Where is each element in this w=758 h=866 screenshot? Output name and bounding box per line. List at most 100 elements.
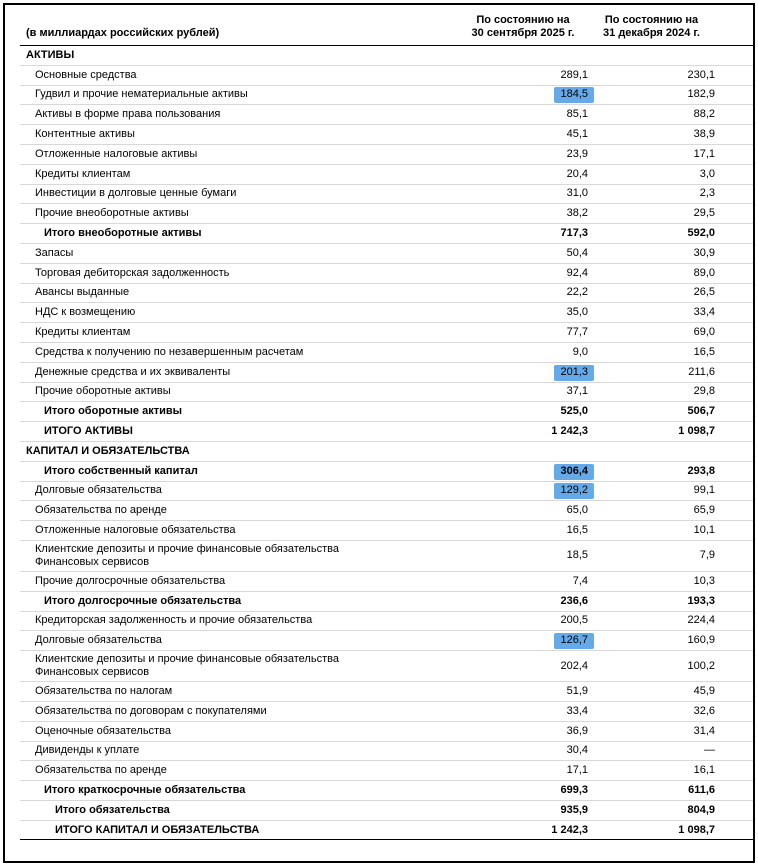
table-row: Прочие оборотные активы 37,1 29,8 — [20, 383, 753, 403]
row-label: Прочие оборотные активы — [35, 385, 171, 398]
value-2024: 26,5 — [693, 286, 715, 299]
column-header-2025-line1: По состоянию на — [476, 14, 570, 26]
value-2024: 804,9 — [687, 803, 715, 816]
value-2025: 525,0 — [560, 405, 588, 418]
highlighted-value: 184,5 — [554, 87, 594, 104]
value-2025: 35,0 — [566, 306, 588, 319]
row-label: Клиентские депозиты и прочие финансовые … — [35, 542, 339, 568]
value-2024: 33,4 — [693, 306, 715, 319]
table-row: Обязательства по налогам 51,9 45,9 — [20, 682, 753, 702]
value-2025: 18,5 — [566, 549, 588, 562]
value-2024: 193,3 — [687, 594, 715, 607]
table-row: АКТИВЫ — [20, 46, 753, 66]
value-2024: 32,6 — [693, 704, 715, 717]
table-row: Итого внеоборотные активы 717,3 592,0 — [20, 224, 753, 244]
value-2024: 16,5 — [693, 345, 715, 358]
value-2025: 306,4 — [458, 463, 594, 480]
table-row: Кредиты клиентам 20,4 3,0 — [20, 165, 753, 185]
row-label: Кредиторская задолженность и прочие обяз… — [35, 614, 313, 627]
value-2024: 10,3 — [693, 574, 715, 587]
value-2024: 30,9 — [693, 246, 715, 259]
value-2024: 45,9 — [693, 685, 715, 697]
value-2025: 16,5 — [566, 524, 588, 537]
row-label: Клиентские депозиты и прочие финансовые … — [35, 653, 339, 679]
column-header-2025: По состоянию на 30 сентября 2025 г. — [458, 14, 588, 40]
table-row: ИТОГО КАПИТАЛ И ОБЯЗАТЕЛЬСТВА 1 242,3 1 09… — [20, 821, 753, 841]
column-header-2025-line2: 30 сентября 2025 г. — [471, 27, 575, 39]
row-label: Отложенные налоговые активы — [35, 147, 198, 160]
row-label: Инвестиции в долговые ценные бумаги — [35, 187, 237, 200]
row-label: Основные средства — [35, 68, 137, 81]
row-label: Прочие внеоборотные активы — [35, 207, 189, 220]
value-2025: 17,1 — [566, 764, 588, 777]
value-2024: 65,9 — [693, 504, 715, 517]
table-row: Долговые обязательства 129,2 99,1 — [20, 482, 753, 502]
highlighted-value: 129,2 — [554, 483, 594, 500]
value-2025: 129,2 — [458, 483, 594, 500]
row-label: Активы в форме права пользования — [35, 108, 221, 121]
column-header-2024-line2: 31 декабря 2024 г. — [603, 27, 700, 39]
row-label: Обязательства по аренде — [35, 764, 167, 777]
value-2024: 611,6 — [688, 783, 715, 796]
table-row: Кредиторская задолженность и прочие обяз… — [20, 612, 753, 632]
table-row: Обязательства по аренде 17,1 16,1 — [20, 761, 753, 782]
value-2024: 16,1 — [693, 764, 715, 777]
table-row: Авансы выданные 22,2 26,5 — [20, 284, 753, 304]
table-row: Прочие долгосрочные обязательства 7,4 10,3 — [20, 572, 753, 592]
value-2024: 7,9 — [699, 549, 715, 562]
table-row: Оценочные обязательства 36,9 31,4 — [20, 722, 753, 742]
table-row: Итого краткосрочные обязательства 699,3 61… — [20, 781, 753, 801]
value-2025: 65,0 — [566, 504, 588, 517]
row-label: Долговые обязательства — [35, 634, 162, 647]
value-2025: 717,3 — [560, 227, 588, 240]
row-label: Дивиденды к уплате — [35, 744, 140, 757]
row-label: Отложенные налоговые обязательства — [35, 524, 236, 537]
highlighted-value: 126,7 — [554, 633, 594, 650]
table-row: ИТОГО АКТИВЫ 1 242,3 1 098,7 — [20, 422, 753, 442]
row-label: Прочие долгосрочные обязательства — [35, 574, 226, 587]
value-2025: 38,2 — [566, 207, 588, 220]
row-label: Обязательства по договорам с покупателям… — [35, 704, 267, 717]
value-2025: 184,5 — [458, 87, 594, 104]
row-label: Итого оборотные активы — [44, 405, 183, 418]
table-row: Запасы 50,4 30,9 — [20, 244, 753, 264]
value-2024: 88,2 — [693, 108, 715, 121]
row-label: Обязательства по аренде — [35, 504, 167, 517]
table-row: НДС к возмещению 35,0 33,4 — [20, 303, 753, 324]
value-2024: 592,0 — [687, 227, 715, 240]
value-2025: 30,4 — [566, 744, 588, 757]
table-row: КАПИТАЛ И ОБЯЗАТЕЛЬСТВА — [20, 442, 753, 462]
value-2025: 22,2 — [566, 286, 588, 299]
value-2024: 29,5 — [693, 207, 715, 220]
value-2025: 7,4 — [572, 574, 588, 587]
value-2025: 92,4 — [566, 266, 588, 279]
row-label: Торговая дебиторская задолженность — [35, 266, 230, 279]
value-2024: — — [704, 744, 715, 757]
table-row: Отложенные налоговые активы 23,9 17,1 — [20, 145, 753, 165]
value-2025: 9,0 — [572, 345, 588, 358]
column-header-2024-line1: По состоянию на — [604, 14, 699, 26]
value-2025: 31,0 — [566, 187, 588, 200]
value-2024: 224,4 — [687, 614, 715, 627]
value-2025: 289,1 — [560, 68, 588, 81]
highlighted-value: 201,3 — [554, 364, 594, 381]
row-label: АКТИВЫ — [26, 48, 75, 61]
row-label: Кредиты клиентам — [35, 167, 131, 180]
value-2024: 160,9 — [687, 634, 715, 647]
table-row: Торговая дебиторская задолженность 92,4 89… — [20, 264, 753, 284]
value-2025: 77,7 — [566, 326, 588, 339]
row-label: Контентные активы — [35, 128, 135, 141]
table-row: Обязательства по договорам с покупателям… — [20, 702, 753, 722]
value-2024: 17,1 — [693, 147, 715, 160]
row-label: Итого собственный капитал — [44, 464, 198, 477]
table-row: Контентные активы 45,1 38,9 — [20, 125, 753, 145]
balance-sheet-table: (в миллиардах российских рублей) По сост… — [5, 5, 753, 841]
value-2024: 38,9 — [693, 128, 715, 141]
value-2025: 1 242,3 — [551, 823, 588, 836]
value-2025: 85,1 — [566, 108, 588, 121]
table-row: Долговые обязательства 126,7 160,9 — [20, 631, 753, 652]
row-label: Оценочные обязательства — [35, 724, 171, 737]
row-label: Авансы выданные — [35, 286, 130, 299]
value-2025: 699,3 — [560, 783, 588, 796]
value-2025: 201,3 — [458, 364, 594, 381]
